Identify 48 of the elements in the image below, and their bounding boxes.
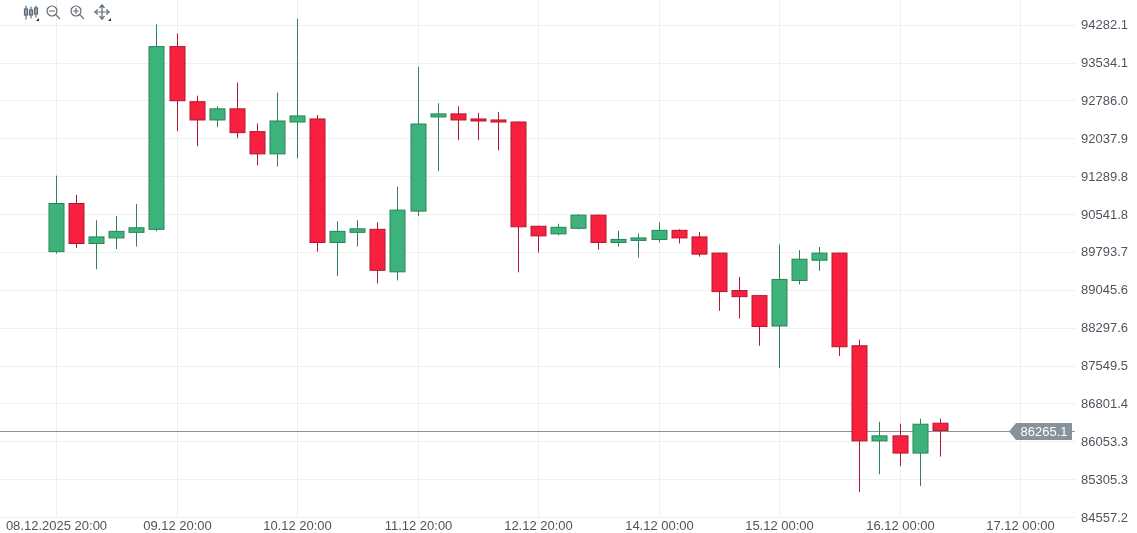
- candlestick: [209, 105, 226, 128]
- candlestick: [691, 231, 708, 258]
- x-tick-label: 15.12 00:00: [745, 517, 814, 533]
- y-tick-label: 93534.1: [1081, 55, 1128, 71]
- candlestick: [791, 249, 808, 285]
- x-tick-label: 17.12 00:00: [986, 517, 1055, 533]
- candlestick: [731, 276, 748, 319]
- y-tick-label: 90541.8: [1081, 206, 1128, 222]
- candlestick: [811, 246, 828, 272]
- candlestick: [88, 219, 105, 270]
- y-tick-label: 89793.7: [1081, 244, 1128, 260]
- y-tick-label: 85305.3: [1081, 471, 1128, 487]
- x-tick-label: 11.12 20:00: [384, 517, 453, 533]
- candlestick: [450, 105, 467, 141]
- candlestick: [892, 423, 909, 467]
- y-tick-label: 88297.6: [1081, 320, 1128, 336]
- y-tick-label: 92786.0: [1081, 92, 1128, 108]
- candlestick: [932, 418, 949, 458]
- candlestick: [128, 203, 145, 248]
- candlestick: [349, 219, 366, 248]
- candlestick: [108, 215, 125, 250]
- y-tick-label: 84557.2: [1081, 509, 1128, 525]
- y-tick-label: 89045.6: [1081, 282, 1128, 298]
- candlestick: [249, 123, 266, 167]
- candlestick: [530, 225, 547, 254]
- candlestick: [651, 221, 668, 243]
- candlestick: [289, 18, 306, 159]
- candlestick: [329, 220, 346, 277]
- candlestick: [430, 102, 447, 172]
- y-tick-label: 91289.8: [1081, 168, 1128, 184]
- candlestick: [630, 232, 647, 259]
- x-tick-label: 09.12 20:00: [143, 517, 212, 533]
- candlestick: [229, 82, 246, 139]
- candlestick: [490, 111, 507, 151]
- x-tick-label: 16.12 00:00: [866, 517, 935, 533]
- candlestick: [189, 95, 206, 147]
- candlestick: [470, 112, 487, 141]
- y-tick-label: 86053.3: [1081, 433, 1128, 449]
- y-tick-label: 94282.1: [1081, 17, 1128, 33]
- y-tick-label: 86801.4: [1081, 395, 1128, 411]
- ref-line-label: 86265.1: [1020, 424, 1068, 439]
- x-tick-label: 12.12 20:00: [504, 517, 573, 533]
- y-tick-label: 87549.5: [1081, 358, 1128, 374]
- x-tick-label: 14.12 00:00: [625, 517, 694, 533]
- y-tick-label: 92037.9: [1081, 130, 1128, 146]
- x-tick-label: 10.12 20:00: [263, 517, 332, 533]
- candlestick: [871, 421, 888, 475]
- x-tick-label: 08.12.2025 20:00: [5, 517, 108, 533]
